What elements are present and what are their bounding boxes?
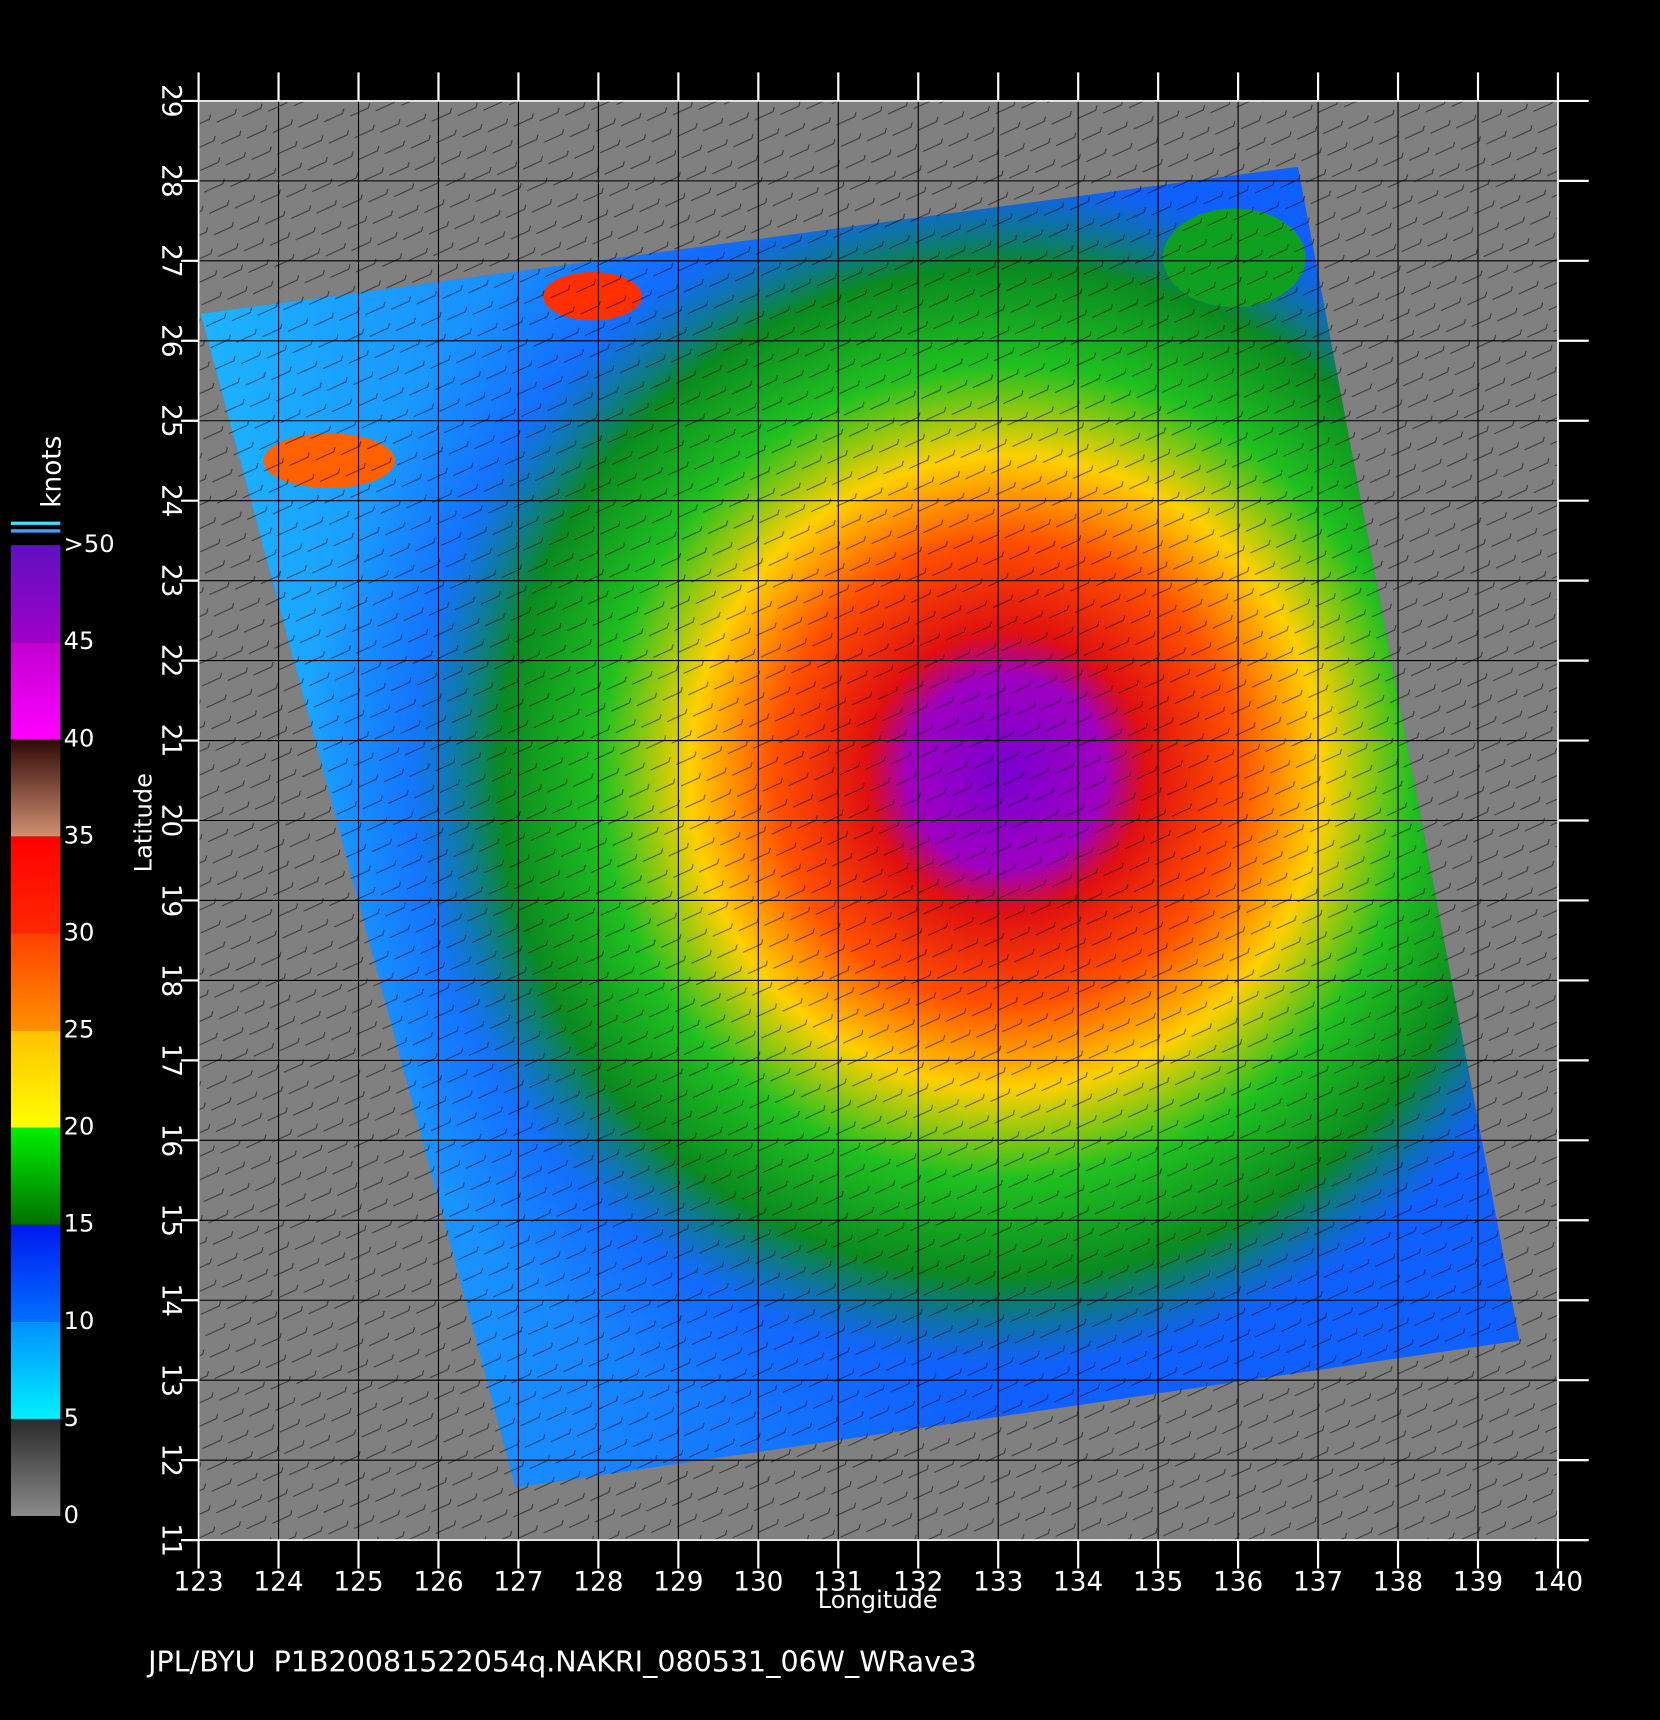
footer: JPL/BYU P1B20081522054q.NAKRI_080531_06W… <box>146 1646 977 1679</box>
colorbar-tick-label: 10 <box>64 1307 95 1335</box>
colorbar-band <box>10 933 61 1031</box>
x-tick-label: 125 <box>333 1568 383 1598</box>
x-tick-label: 127 <box>493 1568 543 1598</box>
colorbar-band <box>10 642 61 740</box>
x-axis-label: Longitude <box>818 1586 938 1614</box>
colorbar-band <box>10 545 61 643</box>
y-tick-label: 27 <box>156 244 186 277</box>
y-tick-label: 28 <box>156 164 186 197</box>
y-tick-label: 11 <box>156 1523 186 1556</box>
x-tick-label: 134 <box>1053 1568 1103 1598</box>
y-tick-label: 21 <box>156 724 186 757</box>
colorbar-tick-label: 25 <box>64 1016 95 1044</box>
colorbar-tick-label: 0 <box>64 1501 79 1529</box>
x-tick-label: 129 <box>653 1568 703 1598</box>
y-tick-label: 24 <box>156 484 186 517</box>
colorbar-band <box>10 739 61 837</box>
y-tick-label: 17 <box>156 1044 186 1077</box>
x-tick-label: 126 <box>413 1568 463 1598</box>
y-tick-label: 18 <box>156 964 186 997</box>
colorbar-title: knots <box>37 436 67 508</box>
x-tick-label: 131 <box>813 1568 863 1598</box>
colorbar-tick-label: 40 <box>64 724 95 752</box>
y-axis-label: Latitude <box>129 773 157 872</box>
x-tick-label: 128 <box>573 1568 623 1598</box>
x-tick-label: 137 <box>1293 1568 1343 1598</box>
y-tick-label: 14 <box>156 1283 186 1316</box>
colorbar-tick-label: >50 <box>64 530 115 558</box>
y-tick-label: 22 <box>156 644 186 677</box>
colorbar-band <box>10 1321 61 1419</box>
y-tick-label: 23 <box>156 564 186 597</box>
x-tick-label: 138 <box>1373 1568 1423 1598</box>
colorbar-band <box>10 1224 61 1322</box>
colorbar-tick-label: 30 <box>64 918 95 946</box>
y-tick-label: 19 <box>156 884 186 917</box>
y-tick-label: 25 <box>156 404 186 437</box>
x-tick-label: 135 <box>1133 1568 1183 1598</box>
x-tick-label: 123 <box>173 1568 223 1598</box>
colorbar-band <box>10 1127 61 1225</box>
y-tick-label: 16 <box>156 1124 186 1157</box>
colorbar-tick-label: 5 <box>64 1404 79 1432</box>
y-tick-label: 29 <box>156 84 186 117</box>
x-tick-label: 136 <box>1213 1568 1263 1598</box>
colorbar-tick-label: 35 <box>64 821 95 849</box>
y-tick-label: 26 <box>156 324 186 357</box>
colorbar-tick-label: 15 <box>64 1210 95 1238</box>
colorbar-band <box>10 1418 61 1516</box>
x-tick-label: 139 <box>1453 1568 1503 1598</box>
x-tick-label: 124 <box>253 1568 303 1598</box>
x-tick-label: 140 <box>1533 1568 1583 1598</box>
colorbar-tick-label: 20 <box>64 1113 95 1141</box>
y-tick-label: 20 <box>156 804 186 837</box>
y-tick-label: 15 <box>156 1204 186 1237</box>
x-tick-label: 133 <box>973 1568 1023 1598</box>
y-tick-label: 13 <box>156 1363 186 1396</box>
y-tick-label: 12 <box>156 1443 186 1476</box>
x-tick-label: 130 <box>733 1568 783 1598</box>
colorbar-band <box>10 1030 61 1128</box>
colorbar-band <box>10 836 61 934</box>
colorbar-tick-label: 45 <box>64 627 95 655</box>
x-tick-label: 132 <box>893 1568 943 1598</box>
